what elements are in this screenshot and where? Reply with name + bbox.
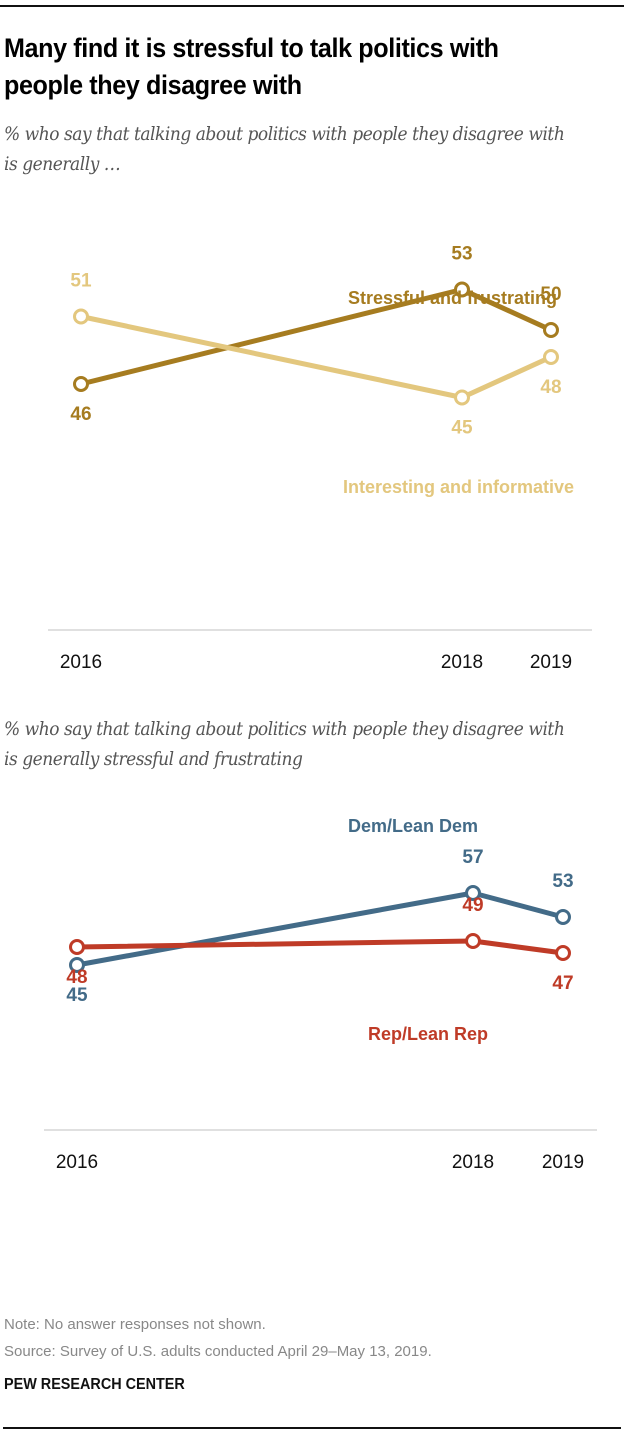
data-label: 48 bbox=[540, 377, 561, 398]
series-line-interesting-and-informative bbox=[80, 314, 553, 400]
data-point bbox=[73, 308, 89, 325]
legend-label: Rep/Lean Rep bbox=[368, 1024, 488, 1044]
chart1-subtitle: % who say that talking about politics wi… bbox=[4, 124, 565, 175]
source-note: Source: Survey of U.S. adults conducted … bbox=[4, 1343, 432, 1360]
bottom-rule bbox=[3, 1427, 621, 1429]
series-line-dem-lean-dem bbox=[76, 890, 564, 968]
brand-label: PEW RESEARCH CENTER bbox=[4, 1376, 185, 1393]
data-point bbox=[555, 909, 571, 925]
data-label: 47 bbox=[552, 973, 573, 994]
chart-title: Many find it is stressful to talk politi… bbox=[4, 33, 499, 100]
data-label: 48 bbox=[66, 967, 87, 988]
data-point bbox=[69, 939, 85, 955]
top-rule bbox=[0, 5, 624, 7]
x-tick-label: 2016 bbox=[60, 652, 102, 673]
legend-label: Dem/Lean Dem bbox=[348, 816, 478, 836]
data-point bbox=[555, 945, 571, 961]
x-tick-label: 2019 bbox=[530, 652, 572, 673]
data-label: 45 bbox=[451, 418, 473, 439]
data-point bbox=[73, 376, 89, 392]
data-point bbox=[454, 389, 470, 406]
data-label: 49 bbox=[462, 895, 483, 916]
data-label: 46 bbox=[70, 404, 91, 425]
chart1-plot: 2016 2018 2019 46 53 50 51 45 48 Stressful and fr… bbox=[48, 244, 592, 673]
data-point bbox=[69, 957, 85, 973]
data-label: 50 bbox=[540, 284, 561, 305]
data-label: 45 bbox=[66, 985, 88, 1006]
footnote: Note: No answer responses not shown. bbox=[4, 1316, 266, 1333]
x-tick-label: 2018 bbox=[441, 652, 483, 673]
x-tick-label: 2018 bbox=[452, 1152, 494, 1173]
x-tick-label: 2016 bbox=[56, 1152, 98, 1173]
legend-label: Interesting and informative bbox=[343, 477, 574, 497]
x-tick-label: 2019 bbox=[542, 1152, 584, 1173]
data-label: 53 bbox=[451, 244, 472, 265]
data-point bbox=[454, 281, 470, 298]
data-point bbox=[465, 933, 481, 949]
data-point bbox=[465, 885, 481, 901]
data-label: 51 bbox=[70, 271, 92, 292]
data-label: 57 bbox=[462, 847, 483, 868]
chart2-plot: 2016 2018 2019 45 57 53 48 49 47 Dem/Lean Dem Rep/… bbox=[44, 816, 597, 1173]
legend-label: Stressful and frustrating bbox=[348, 288, 557, 308]
chart2-subtitle: % who say that talking about politics wi… bbox=[4, 719, 565, 770]
data-label: 53 bbox=[552, 871, 573, 892]
data-point bbox=[543, 349, 559, 365]
data-point bbox=[543, 322, 559, 338]
